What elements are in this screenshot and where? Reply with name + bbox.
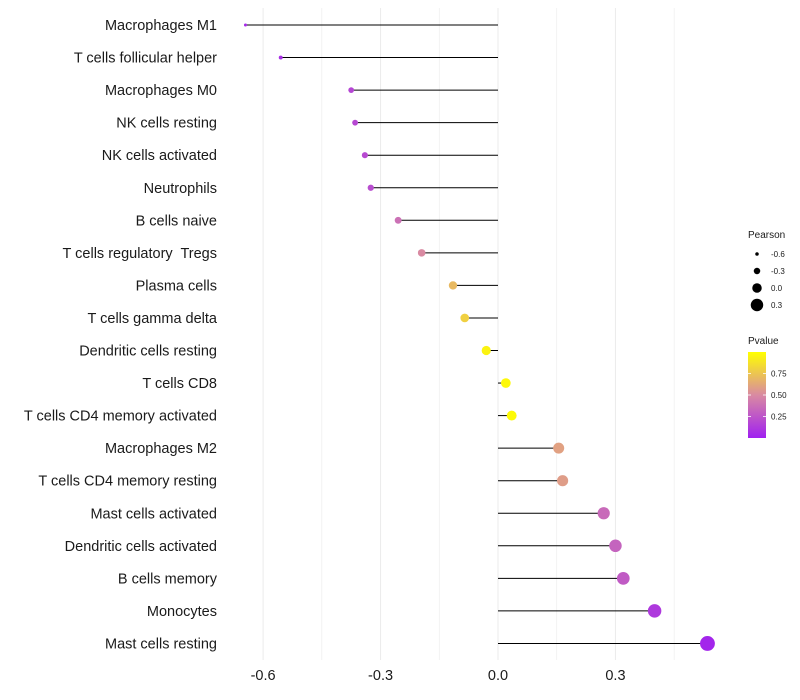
- category-label: Macrophages M2: [105, 441, 217, 457]
- color-legend-bar: [748, 352, 766, 438]
- grid-layer: [262, 8, 675, 660]
- size-legend-key: [753, 267, 761, 275]
- x-tick-label: 0.0: [488, 668, 508, 684]
- category-label: T cells follicular helper: [74, 51, 217, 67]
- category-label: NK cells resting: [116, 116, 217, 132]
- data-point: [417, 249, 426, 257]
- category-label: Mast cells activated: [90, 506, 217, 522]
- data-point: [616, 572, 630, 585]
- point-layer: [243, 23, 715, 651]
- category-label: T cells gamma delta: [88, 311, 218, 327]
- category-label: Dendritic cells activated: [65, 539, 217, 555]
- color-legend-label: 0.75: [771, 370, 787, 379]
- category-label: NK cells activated: [102, 148, 217, 164]
- data-point: [700, 636, 715, 651]
- data-point: [448, 281, 458, 290]
- category-label: Macrophages M0: [105, 83, 217, 99]
- category-label: B cells memory: [118, 571, 218, 587]
- color-legend-label: 0.50: [771, 391, 787, 400]
- category-label: T cells regulatory Tregs: [63, 246, 217, 262]
- legend: Pearson Pvalue -0.6 -0.3 0.0 0.3 0.25 0.50 0.7…: [748, 230, 787, 438]
- category-label: Plasma cells: [136, 278, 217, 294]
- category-label: T cells CD4 memory activated: [24, 409, 217, 425]
- data-point: [367, 184, 374, 191]
- category-label: Macrophages M1: [105, 18, 217, 34]
- data-point: [243, 23, 248, 27]
- data-point: [647, 604, 662, 618]
- data-point: [506, 410, 517, 421]
- data-point: [597, 507, 610, 520]
- data-point: [609, 539, 622, 553]
- size-legend-label: -0.6: [771, 250, 785, 259]
- size-legend-label: 0.3: [771, 301, 783, 310]
- x-axis-ticks: -0.6 -0.3 0.0 0.3: [251, 668, 626, 684]
- size-legend-label: -0.3: [771, 267, 785, 276]
- category-label: Mast cells resting: [105, 636, 217, 652]
- category-label: Monocytes: [147, 604, 217, 620]
- data-point: [278, 55, 283, 60]
- data-point: [352, 119, 359, 126]
- size-legend-title: Pearson: [748, 230, 785, 241]
- x-tick-label: -0.3: [368, 668, 393, 684]
- category-label: Dendritic cells resting: [79, 344, 217, 360]
- data-point: [361, 152, 368, 159]
- size-legend-key: [755, 252, 759, 256]
- category-label: Neutrophils: [144, 181, 217, 197]
- stem-layer: [245, 24, 708, 644]
- data-point: [481, 345, 491, 356]
- x-tick-label: -0.6: [251, 668, 276, 684]
- size-legend-key: [750, 298, 764, 312]
- category-labels: Macrophages M1 T cells follicular helper M…: [24, 18, 218, 652]
- data-point: [348, 87, 355, 93]
- data-point: [460, 313, 470, 323]
- category-label: B cells naive: [136, 213, 217, 229]
- category-label: T cells CD8: [142, 376, 217, 392]
- data-point: [553, 442, 565, 454]
- size-legend-key: [752, 283, 762, 293]
- size-legend-label: 0.0: [771, 284, 783, 293]
- x-tick-label: 0.3: [605, 668, 625, 684]
- color-legend-title: Pvalue: [748, 336, 779, 347]
- color-legend-label: 0.25: [771, 413, 787, 422]
- data-point: [500, 378, 511, 388]
- data-point: [394, 216, 402, 224]
- category-label: T cells CD4 memory resting: [38, 474, 217, 490]
- data-point: [557, 475, 569, 487]
